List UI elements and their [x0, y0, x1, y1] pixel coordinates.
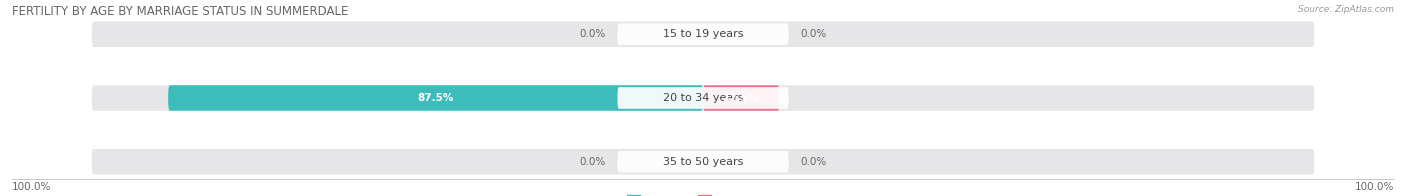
FancyBboxPatch shape [91, 149, 1315, 174]
Text: 0.0%: 0.0% [579, 29, 605, 39]
FancyBboxPatch shape [169, 85, 703, 111]
FancyBboxPatch shape [91, 85, 1315, 111]
FancyBboxPatch shape [91, 22, 1315, 47]
FancyBboxPatch shape [617, 24, 789, 45]
Text: 35 to 50 years: 35 to 50 years [662, 157, 744, 167]
FancyBboxPatch shape [703, 85, 779, 111]
Text: 100.0%: 100.0% [13, 182, 52, 192]
Legend: Married, Unmarried: Married, Unmarried [627, 195, 779, 196]
Text: FERTILITY BY AGE BY MARRIAGE STATUS IN SUMMERDALE: FERTILITY BY AGE BY MARRIAGE STATUS IN S… [13, 5, 349, 18]
Text: 0.0%: 0.0% [579, 157, 605, 167]
Text: 0.0%: 0.0% [801, 157, 827, 167]
Text: 100.0%: 100.0% [1354, 182, 1393, 192]
Text: 15 to 19 years: 15 to 19 years [662, 29, 744, 39]
Text: 87.5%: 87.5% [418, 93, 454, 103]
Text: 0.0%: 0.0% [801, 29, 827, 39]
Text: Source: ZipAtlas.com: Source: ZipAtlas.com [1298, 5, 1393, 14]
Text: 20 to 34 years: 20 to 34 years [662, 93, 744, 103]
FancyBboxPatch shape [617, 87, 789, 109]
FancyBboxPatch shape [617, 151, 789, 172]
Text: 12.5%: 12.5% [723, 93, 759, 103]
